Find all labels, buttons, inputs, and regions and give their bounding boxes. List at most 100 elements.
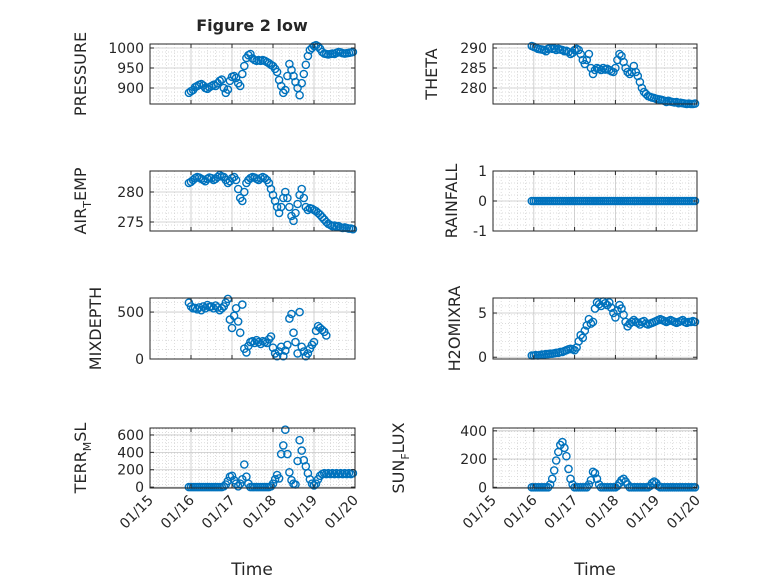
y-tick-label: 400 xyxy=(460,424,487,440)
data-point xyxy=(623,67,632,77)
axes-box xyxy=(492,43,698,105)
y-tick-label: 5 xyxy=(478,306,487,322)
data-point xyxy=(321,331,331,340)
data-point xyxy=(588,69,598,79)
data-point xyxy=(207,302,216,311)
data-point xyxy=(231,73,241,83)
y-tick-label: 280 xyxy=(117,185,144,201)
data-point xyxy=(235,81,245,91)
data-point xyxy=(291,208,300,218)
data-point xyxy=(588,317,598,327)
data-points xyxy=(184,294,331,361)
data-point xyxy=(305,474,315,484)
data-point xyxy=(285,467,294,477)
y-tick-label: 200 xyxy=(460,452,487,468)
data-point xyxy=(280,85,290,95)
data-point xyxy=(280,346,290,355)
data-point xyxy=(303,349,313,358)
data-point xyxy=(237,196,247,206)
y-tick-label: 400 xyxy=(117,445,144,461)
data-point xyxy=(299,69,309,79)
data-point xyxy=(621,63,630,73)
data-point xyxy=(613,306,622,315)
axes-box xyxy=(492,427,698,489)
y-tick-label: 600 xyxy=(117,428,144,444)
data-point xyxy=(227,323,237,333)
axes-box xyxy=(492,297,698,360)
data-point xyxy=(551,456,561,465)
data-point xyxy=(295,307,304,317)
data-point xyxy=(291,337,300,347)
y-tick-label: 900 xyxy=(117,81,144,97)
data-point xyxy=(549,44,559,53)
axes-box xyxy=(149,427,356,489)
data-point xyxy=(223,294,233,304)
data-point xyxy=(299,193,309,203)
data-point xyxy=(690,482,700,492)
subplot-theta: 280 285 290 THETA xyxy=(422,41,700,109)
data-point xyxy=(631,67,641,77)
data-point xyxy=(246,49,255,59)
data-point xyxy=(285,202,294,212)
y-tick-label: 0 xyxy=(478,194,487,210)
data-point xyxy=(198,302,208,311)
data-point xyxy=(303,205,313,215)
data-point xyxy=(285,314,294,323)
data-point xyxy=(297,342,307,352)
data-point xyxy=(609,67,618,77)
data-point xyxy=(223,85,233,94)
data-point xyxy=(588,467,598,477)
data-point xyxy=(627,317,637,327)
data-point xyxy=(237,300,247,309)
y-tick-label: -1 xyxy=(473,224,487,240)
y-tick-label: 290 xyxy=(460,41,487,57)
data-point xyxy=(276,202,286,212)
y-tick-label: 500 xyxy=(117,305,144,321)
y-tick-label: 950 xyxy=(117,61,144,77)
data-point xyxy=(592,474,602,484)
data-point xyxy=(283,71,292,81)
data-point xyxy=(223,476,233,486)
data-point xyxy=(217,303,227,313)
data-point xyxy=(248,336,257,346)
data-point xyxy=(235,479,245,489)
data-point xyxy=(311,479,321,489)
data-point xyxy=(653,481,663,491)
data-point xyxy=(295,90,304,100)
data-point xyxy=(297,184,307,194)
data-point xyxy=(547,474,557,484)
axes-box xyxy=(149,43,356,105)
data-point xyxy=(219,481,229,491)
data-point xyxy=(301,60,311,70)
data-point xyxy=(574,45,584,55)
data-point xyxy=(309,337,319,347)
data-point xyxy=(283,193,292,203)
data-point xyxy=(213,172,222,182)
data-point xyxy=(229,311,239,321)
data-point xyxy=(562,451,571,461)
data-point xyxy=(276,449,286,459)
data-point xyxy=(233,317,243,326)
data-point xyxy=(278,441,288,450)
y-tick-label: 0 xyxy=(135,352,144,368)
data-point xyxy=(580,326,590,336)
data-point xyxy=(566,474,575,484)
y-axis-label: H2OMIXRA xyxy=(445,286,464,372)
axes-box xyxy=(149,170,356,232)
y-tick-label: 0 xyxy=(478,480,487,496)
figure-title: Figure 2 low xyxy=(196,16,308,35)
data-point xyxy=(611,63,620,73)
data-point xyxy=(274,474,284,483)
y-axis-label: AIRTEMP xyxy=(71,167,94,234)
data-point xyxy=(615,49,624,59)
data-point xyxy=(239,460,249,469)
data-point xyxy=(278,351,288,361)
data-point xyxy=(237,69,247,79)
data-point xyxy=(295,435,304,445)
data-point xyxy=(317,325,327,335)
x-axis-label-left: Time xyxy=(230,560,273,580)
data-point xyxy=(580,59,590,69)
data-point xyxy=(596,65,606,75)
data-point xyxy=(578,55,588,65)
y-axis-label: THETA xyxy=(422,48,441,100)
